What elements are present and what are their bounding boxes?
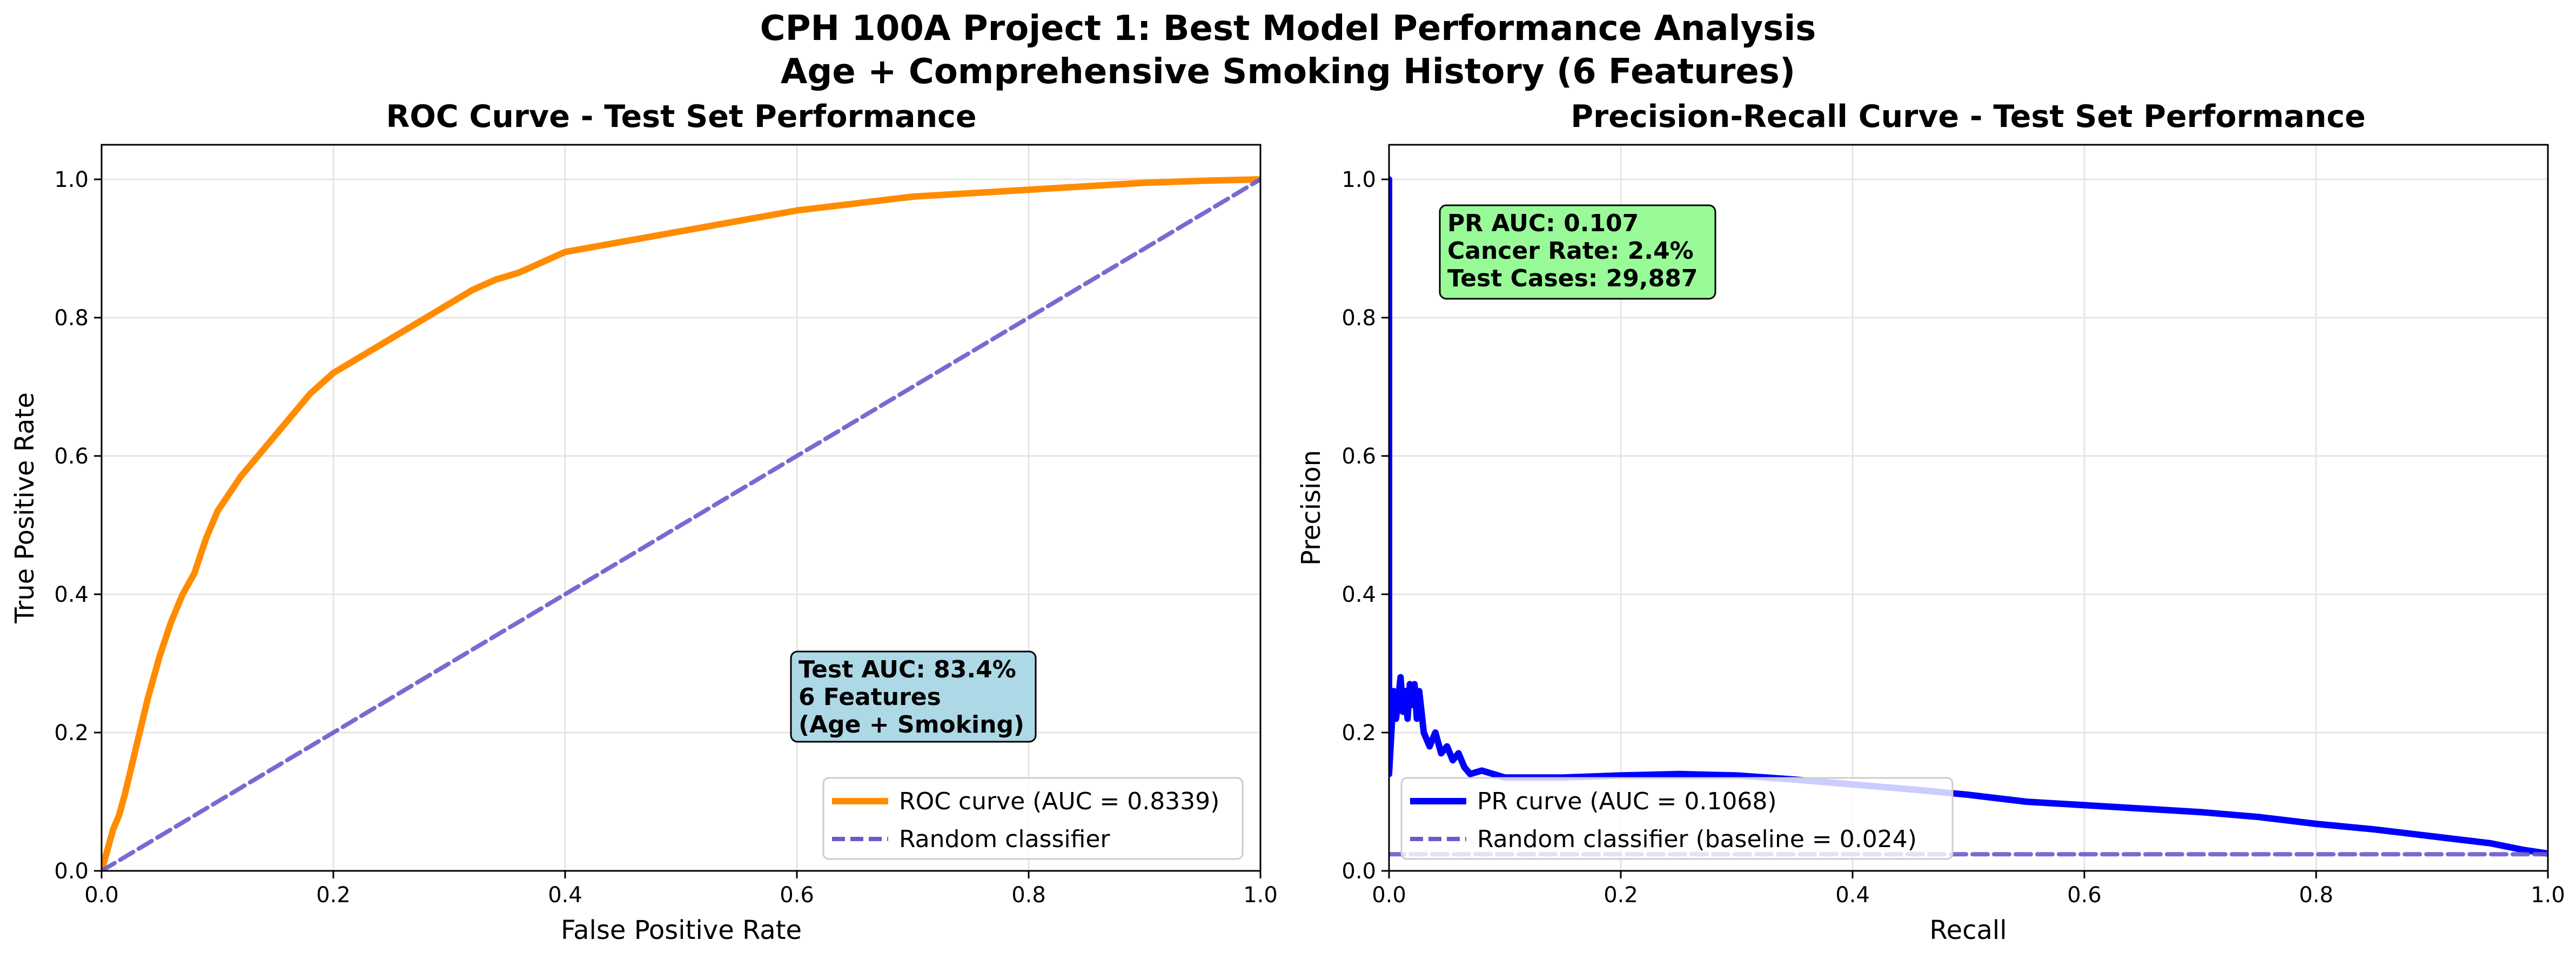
pr-y-axis-label: Precision	[1296, 450, 1326, 566]
pr-axes-frame	[1388, 144, 2549, 872]
roc-x-tick-label: 0.6	[780, 883, 814, 908]
roc-annotation-box	[790, 650, 1037, 743]
roc-y-axis-label: True Positive Rate	[10, 392, 40, 624]
pr-y-tick-label: 0.8	[1341, 306, 1376, 331]
pr-x-tick-label: 0.4	[1835, 883, 1870, 908]
roc-x-tick-label: 1.0	[1243, 883, 1278, 908]
roc-annotation-line: 6 Features	[799, 683, 941, 711]
roc-chart: ROC Curve - Test Set Performance False P…	[10, 99, 1278, 945]
pr-legend-label: Random classifier (baseline = 0.024)	[1477, 825, 1917, 853]
pr-chart: Precision-Recall Curve - Test Set Perfor…	[1296, 99, 2565, 945]
roc-y-tick-label: 1.0	[54, 167, 89, 192]
roc-plot-area: 0.0 0.2 0.4 0.6 0.8 1.0 0.0 0.2 0.4 0.6 0.8 1.0 Test…	[54, 144, 1278, 908]
roc-x-axis-label: False Positive Rate	[561, 915, 802, 945]
roc-legend-label: ROC curve (AUC = 0.8339)	[899, 788, 1219, 815]
pr-plot-area: 0.0 0.2 0.4 0.6 0.8 1.0 0.0 0.2 0.4 0.6 0.8 1.0 PR A…	[1341, 144, 2565, 908]
pr-legend-box	[1400, 777, 1954, 860]
roc-x-tick-label: 0.4	[548, 883, 582, 908]
roc-x-tick-label: 0.8	[1011, 883, 1046, 908]
roc-y-tick-label: 0.0	[54, 859, 89, 884]
pr-series-line-0	[1389, 176, 2548, 857]
figure-suptitle-line2: Age + Comprehensive Smoking History (6 F…	[781, 52, 1795, 92]
pr-annotation-line: PR AUC: 0.107	[1447, 210, 1639, 237]
pr-y-tick-label: 0.6	[1341, 444, 1376, 469]
roc-y-tick-label: 0.2	[54, 721, 89, 746]
roc-y-tick-label: 0.8	[54, 306, 89, 331]
roc-series-line-0	[102, 176, 1260, 871]
pr-annotation-line: Cancer Rate: 2.4%	[1447, 237, 1694, 265]
roc-legend-box	[822, 777, 1244, 860]
pr-annotation-line: Test Cases: 29,887	[1447, 265, 1698, 292]
roc-y-tick-label: 0.4	[54, 582, 89, 607]
roc-y-tick-label: 0.6	[54, 444, 89, 469]
roc-annotation-line: Test AUC: 83.4%	[799, 656, 1016, 683]
roc-legend-label: Random classifier	[899, 825, 1110, 853]
pr-y-tick-label: 0.4	[1341, 582, 1376, 607]
pr-x-axis-label: Recall	[1929, 915, 2007, 945]
roc-annotation-line: (Age + Smoking)	[799, 711, 1024, 739]
pr-x-tick-label: 1.0	[2531, 883, 2565, 908]
pr-x-tick-label: 0.0	[1372, 883, 1406, 908]
roc-series-line-1	[102, 177, 1260, 871]
figure-suptitle-line1: CPH 100A Project 1: Best Model Performan…	[760, 9, 1816, 49]
pr-x-tick-label: 0.6	[2067, 883, 2102, 908]
pr-y-tick-label: 1.0	[1341, 167, 1376, 192]
roc-chart-title: ROC Curve - Test Set Performance	[386, 99, 977, 135]
pr-y-tick-label: 0.2	[1341, 721, 1376, 746]
pr-x-tick-label: 0.2	[1604, 883, 1638, 908]
pr-legend-label: PR curve (AUC = 0.1068)	[1477, 788, 1777, 815]
pr-chart-title: Precision-Recall Curve - Test Set Perfor…	[1571, 99, 2365, 135]
roc-x-tick-label: 0.2	[316, 883, 351, 908]
roc-x-tick-label: 0.0	[84, 883, 119, 908]
pr-x-tick-label: 0.8	[2299, 883, 2333, 908]
pr-annotation-box	[1439, 204, 1716, 300]
pr-y-tick-label: 0.0	[1341, 859, 1376, 884]
roc-series-group	[102, 176, 1260, 871]
roc-axes-frame	[100, 144, 1262, 872]
